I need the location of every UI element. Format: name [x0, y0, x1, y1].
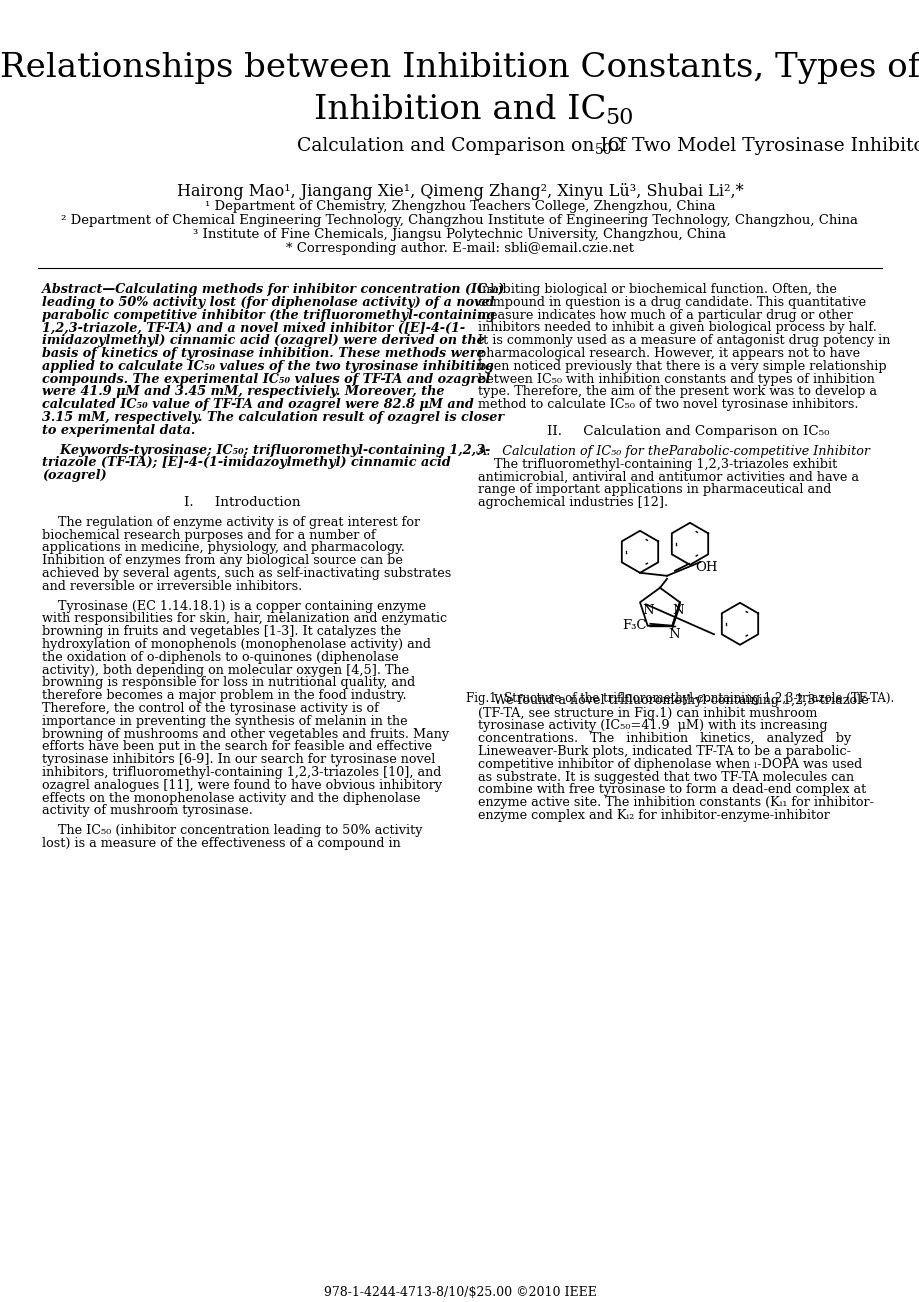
Text: enzyme complex and Kᵢ₂ for inhibitor-enzyme-inhibitor: enzyme complex and Kᵢ₂ for inhibitor-enz…	[478, 809, 829, 822]
Text: activity), both depending on molecular oxygen [4,5]. The: activity), both depending on molecular o…	[42, 664, 409, 677]
Text: therefore becomes a major problem in the food industry.: therefore becomes a major problem in the…	[42, 689, 406, 702]
Text: ³ Institute of Fine Chemicals, Jiangsu Polytechnic University, Changzhou, China: ³ Institute of Fine Chemicals, Jiangsu P…	[193, 228, 726, 241]
Text: browning in fruits and vegetables [1-3]. It catalyzes the: browning in fruits and vegetables [1-3].…	[42, 625, 401, 638]
Text: N: N	[641, 604, 652, 617]
Text: leading to 50% activity lost (for diphenolase activity) of a novel: leading to 50% activity lost (for diphen…	[42, 296, 494, 309]
Text: Therefore, the control of the tyrosinase activity is of: Therefore, the control of the tyrosinase…	[42, 702, 379, 715]
Text: We found a novel trifluoromethyl-containing 1,2,3-triazole: We found a novel trifluoromethyl-contain…	[478, 694, 868, 707]
Text: Fig.1. Structure of the trifluoromethyl-containing 1,2,3-triazole (TF-TA).: Fig.1. Structure of the trifluoromethyl-…	[465, 691, 893, 704]
Text: N: N	[672, 604, 683, 617]
Text: range of important applications in pharmaceutical and: range of important applications in pharm…	[478, 483, 831, 496]
Text: ² Department of Chemical Engineering Technology, Changzhou Institute of Engineer: ² Department of Chemical Engineering Tec…	[62, 214, 857, 227]
Text: (ozagrel): (ozagrel)	[42, 469, 107, 482]
Text: Hairong Mao¹, Jiangang Xie¹, Qimeng Zhang², Xinyu Lü³, Shubai Li²,*: Hairong Mao¹, Jiangang Xie¹, Qimeng Zhan…	[176, 184, 743, 201]
Text: Relationships between Inhibition Constants, Types of: Relationships between Inhibition Constan…	[0, 52, 919, 85]
Text: ozagrel analogues [11], were found to have obvious inhibitory: ozagrel analogues [11], were found to ha…	[42, 779, 442, 792]
Text: Abstract—Calculating methods for inhibitor concentration (IC₅₀): Abstract—Calculating methods for inhibit…	[42, 283, 504, 296]
Text: achieved by several agents, such as self-inactivating substrates: achieved by several agents, such as self…	[42, 566, 450, 579]
Text: Keywords-tyrosinase; IC₅₀; trifluoromethyl-containing 1,2,3-: Keywords-tyrosinase; IC₅₀; trifluorometh…	[42, 444, 490, 457]
Text: triazole (TF-TA); [E]-4-(1-imidazoylmethyl) cinnamic acid: triazole (TF-TA); [E]-4-(1-imidazoylmeth…	[42, 457, 450, 470]
Text: tyrosinase inhibitors [6-9]. In our search for tyrosinase novel: tyrosinase inhibitors [6-9]. In our sear…	[42, 753, 435, 766]
Text: 1,2,3-triazole, TF-TA) and a novel mixed inhibitor ([E]-4-(1-: 1,2,3-triazole, TF-TA) and a novel mixed…	[42, 322, 465, 335]
Text: combine with free tyrosinase to form a dead-end complex at: combine with free tyrosinase to form a d…	[478, 784, 866, 797]
Text: compounds. The experimental IC₅₀ values of TF-TA and ozagrel: compounds. The experimental IC₅₀ values …	[42, 372, 490, 385]
Text: Calculation and Comparison on IC: Calculation and Comparison on IC	[297, 137, 622, 155]
Text: with responsibilities for skin, hair, melanization and enzymatic: with responsibilities for skin, hair, me…	[42, 612, 447, 625]
Text: activity of mushroom tyrosinase.: activity of mushroom tyrosinase.	[42, 805, 253, 818]
Text: basis of kinetics of tyrosinase inhibition. These methods were: basis of kinetics of tyrosinase inhibiti…	[42, 348, 484, 359]
Text: of Two Model Tyrosinase Inhibitors: of Two Model Tyrosinase Inhibitors	[601, 137, 919, 155]
Text: were 41.9 μM and 3.45 mM, respectiviely. Moreover, the: were 41.9 μM and 3.45 mM, respectiviely.…	[42, 385, 444, 398]
Text: (TF-TA, see structure in Fig.1) can inhibit mushroom: (TF-TA, see structure in Fig.1) can inhi…	[478, 707, 816, 720]
Text: Inhibition of enzymes from any biological source can be: Inhibition of enzymes from any biologica…	[42, 555, 403, 568]
Text: antimicrobial, antiviral and antitumor activities and have a: antimicrobial, antiviral and antitumor a…	[478, 470, 858, 483]
Text: F₃C: F₃C	[621, 620, 646, 633]
Text: * Corresponding author. E-mail: sbli@email.czie.net: * Corresponding author. E-mail: sbli@ema…	[286, 242, 633, 255]
Text: The trifluoromethyl-containing 1,2,3-triazoles exhibit: The trifluoromethyl-containing 1,2,3-tri…	[478, 457, 836, 470]
Text: N: N	[668, 628, 679, 641]
Text: inhibitors, trifluoromethyl-containing 1,2,3-triazoles [10], and: inhibitors, trifluoromethyl-containing 1…	[42, 766, 441, 779]
Text: tyrosinase activity (IC₅₀=41.9  μM) with its increasing: tyrosinase activity (IC₅₀=41.9 μM) with …	[478, 720, 827, 733]
Text: inhibiting biological or biochemical function. Often, the: inhibiting biological or biochemical fun…	[478, 283, 836, 296]
Text: agrochemical industries [12].: agrochemical industries [12].	[478, 496, 667, 509]
Text: applications in medicine, physiology, and pharmacology.: applications in medicine, physiology, an…	[42, 542, 404, 555]
Text: Lineweaver-Burk plots, indicated TF-TA to be a parabolic-: Lineweaver-Burk plots, indicated TF-TA t…	[478, 745, 850, 758]
Text: type. Therefore, the aim of the present work was to develop a: type. Therefore, the aim of the present …	[478, 385, 876, 398]
Text: Inhibition and IC: Inhibition and IC	[313, 94, 606, 126]
Text: applied to calculate IC₅₀ values of the two tyrosinase inhibiting: applied to calculate IC₅₀ values of the …	[42, 359, 494, 372]
Text: browning is responsible for loss in nutritional quality, and: browning is responsible for loss in nutr…	[42, 677, 414, 689]
Text: I.     Introduction: I. Introduction	[184, 496, 300, 509]
Text: II.     Calculation and Comparison on IC₅₀: II. Calculation and Comparison on IC₅₀	[546, 424, 828, 437]
Text: to experimental data.: to experimental data.	[42, 423, 195, 436]
Text: the oxidation of o-diphenols to o-quinones (diphenolase: the oxidation of o-diphenols to o-quinon…	[42, 651, 398, 664]
Text: 50: 50	[595, 143, 612, 158]
Text: importance in preventing the synthesis of melanin in the: importance in preventing the synthesis o…	[42, 715, 407, 728]
Text: OH: OH	[694, 561, 717, 574]
Text: enzyme active site. The inhibition constants (Kᵢ₁ for inhibitor-: enzyme active site. The inhibition const…	[478, 797, 873, 810]
Text: concentrations.   The   inhibition   kinetics,   analyzed   by: concentrations. The inhibition kinetics,…	[478, 732, 850, 745]
Text: Tyrosinase (EC 1.14.18.1) is a copper containing enzyme: Tyrosinase (EC 1.14.18.1) is a copper co…	[42, 600, 425, 613]
Text: between IC₅₀ with inhibition constants and types of inhibition: between IC₅₀ with inhibition constants a…	[478, 372, 874, 385]
Text: hydroxylation of monophenols (monophenolase activity) and: hydroxylation of monophenols (monophenol…	[42, 638, 430, 651]
Text: 978-1-4244-4713-8/10/$25.00 ©2010 IEEE: 978-1-4244-4713-8/10/$25.00 ©2010 IEEE	[323, 1286, 596, 1299]
Text: The IC₅₀ (inhibitor concentration leading to 50% activity: The IC₅₀ (inhibitor concentration leadin…	[42, 824, 422, 837]
Text: as substrate. It is suggested that two TF-TA molecules can: as substrate. It is suggested that two T…	[478, 771, 853, 784]
Text: method to calculate IC₅₀ of two novel tyrosinase inhibitors.: method to calculate IC₅₀ of two novel ty…	[478, 398, 857, 411]
Text: effects on the monophenolase activity and the diphenolase: effects on the monophenolase activity an…	[42, 792, 420, 805]
Text: measure indicates how much of a particular drug or other: measure indicates how much of a particul…	[478, 309, 852, 322]
Text: biochemical research purposes and for a number of: biochemical research purposes and for a …	[42, 529, 375, 542]
Text: been noticed previously that there is a very simple relationship: been noticed previously that there is a …	[478, 359, 886, 372]
Text: parabolic competitive inhibitor (the trifluoromethyl-containing: parabolic competitive inhibitor (the tri…	[42, 309, 494, 322]
Text: efforts have been put in the search for feasible and effective: efforts have been put in the search for …	[42, 741, 432, 754]
Text: imidazoylmethyl) cinnamic acid (ozagrel) were derived on the: imidazoylmethyl) cinnamic acid (ozagrel)…	[42, 335, 484, 348]
Text: pharmacological research. However, it appears not to have: pharmacological research. However, it ap…	[478, 348, 859, 359]
Text: A.   Calculation of IC₅₀ for theParabolic-competitive Inhibitor: A. Calculation of IC₅₀ for theParabolic-…	[478, 445, 870, 458]
Text: lost) is a measure of the effectiveness of a compound in: lost) is a measure of the effectiveness …	[42, 837, 401, 850]
Text: ¹ Department of Chemistry, Zhengzhou Teachers College, Zhengzhou, China: ¹ Department of Chemistry, Zhengzhou Tea…	[204, 201, 715, 214]
Text: 50: 50	[604, 107, 632, 129]
Text: 3.15 mM, respectively. The calculation result of ozagrel is closer: 3.15 mM, respectively. The calculation r…	[42, 411, 504, 424]
Text: calculated IC₅₀ value of TF-TA and ozagrel were 82.8 μM and: calculated IC₅₀ value of TF-TA and ozagr…	[42, 398, 473, 411]
Text: competitive inhibitor of diphenolase when ₗ-DOPA was used: competitive inhibitor of diphenolase whe…	[478, 758, 861, 771]
Text: compound in question is a drug candidate. This quantitative: compound in question is a drug candidate…	[478, 296, 865, 309]
Text: It is commonly used as a measure of antagonist drug potency in: It is commonly used as a measure of anta…	[478, 335, 890, 348]
Text: inhibitors needed to inhibit a given biological process by half.: inhibitors needed to inhibit a given bio…	[478, 322, 876, 335]
Text: browning of mushrooms and other vegetables and fruits. Many: browning of mushrooms and other vegetabl…	[42, 728, 448, 741]
Text: and reversible or irreversible inhibitors.: and reversible or irreversible inhibitor…	[42, 579, 302, 592]
Text: The regulation of enzyme activity is of great interest for: The regulation of enzyme activity is of …	[42, 516, 420, 529]
